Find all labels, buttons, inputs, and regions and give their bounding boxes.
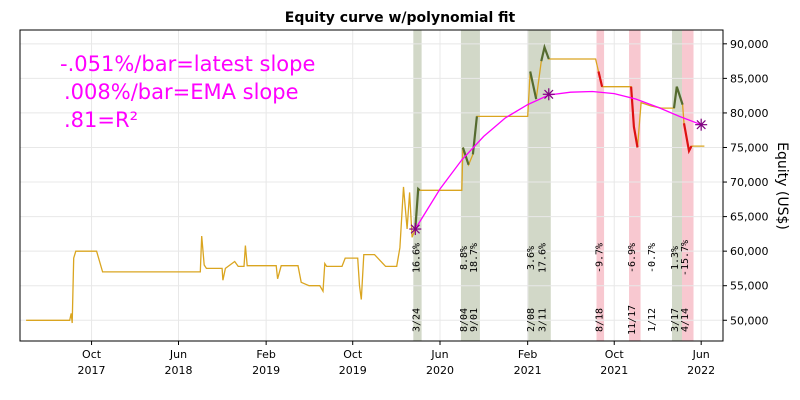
gain-segment <box>672 86 684 109</box>
trade-date-label: 11/17 <box>627 305 638 335</box>
trade-date-label: 2/08 <box>526 308 537 332</box>
trade-band-loss <box>629 30 641 341</box>
y-tick-label: 80,000 <box>730 107 769 120</box>
x-tick-year-label: 2019 <box>252 364 280 377</box>
annotation-r-squared: .81=R² <box>64 108 138 132</box>
trade-date-label: 1/12 <box>647 308 658 332</box>
plot-frame <box>19 29 724 342</box>
trade-band-gain <box>539 30 551 341</box>
loss-segment <box>630 86 639 148</box>
fit-marker <box>409 223 422 236</box>
fit-marker <box>542 88 555 101</box>
trade-labels: 3/24 16.6% 8/04 8.8% 9/01 18.7% 2/08 3.6% 3/11 17… <box>411 240 691 335</box>
chart-title: Equity curve w/polynomial fit <box>285 10 516 26</box>
x-tick-label: Jun <box>169 348 187 361</box>
trade-band-loss <box>596 30 605 341</box>
plot-lines <box>26 43 705 324</box>
trade-date-label: 4/14 <box>680 308 691 332</box>
x-tick-year-label: 2019 <box>339 364 367 377</box>
x-axis: Oct 2017 Jun 2018 Feb 2019 Oct 2019 Jun 2020 Feb 20… <box>78 341 715 377</box>
fit-marker <box>695 118 708 131</box>
x-tick-label: Oct <box>343 348 363 361</box>
x-tick-label: Feb <box>518 348 537 361</box>
trade-pct-label: 8.8% <box>459 246 470 270</box>
trade-pct-label: 3.6% <box>526 246 537 270</box>
trade-date-label: 3/17 <box>670 308 681 332</box>
y-axis: 50,000 55,000 60,000 65,000 70,000 75,000 80,0… <box>723 38 769 327</box>
y-tick-label: 55,000 <box>730 280 769 293</box>
trade-band-loss <box>682 30 694 341</box>
annotation-ema-slope: .008%/bar=EMA slope <box>64 80 299 104</box>
x-tick-year-label: 2021 <box>514 364 542 377</box>
loss-segment <box>597 71 604 87</box>
loss-segment <box>682 123 693 155</box>
trade-date-label: 8/04 <box>459 308 470 332</box>
x-tick-label: Feb <box>256 348 275 361</box>
x-tick-label: Jun <box>430 348 448 361</box>
trade-pct-label: -9.7% <box>594 243 605 273</box>
y-tick-label: 90,000 <box>730 38 769 51</box>
trade-date-label: 9/01 <box>469 308 480 332</box>
trade-pct-label: -15.7% <box>680 240 691 276</box>
trade-pct-label: 16.6% <box>411 243 422 273</box>
y-axis-label: Equity (US$) <box>774 142 790 230</box>
x-tick-label: Oct <box>605 348 625 361</box>
x-tick-year-label: 2017 <box>78 364 106 377</box>
y-tick-label: 60,000 <box>730 245 769 258</box>
trade-band-gain <box>460 30 473 341</box>
x-tick-label: Oct <box>82 348 102 361</box>
trade-pct-label: 18.7% <box>469 243 480 273</box>
y-tick-label: 65,000 <box>730 211 769 224</box>
fit-markers <box>409 88 708 236</box>
trade-pct-label: 1.3% <box>670 246 681 270</box>
polynomial-fit-line <box>414 90 702 230</box>
trade-pct-label: -6.9% <box>627 243 638 273</box>
y-tick-label: 50,000 <box>730 314 769 327</box>
gain-segment <box>414 186 421 230</box>
trade-date-label: 3/11 <box>537 308 548 332</box>
trade-pct-label: -0.7% <box>647 243 658 273</box>
trade-date-label: 8/18 <box>594 308 605 332</box>
y-tick-label: 75,000 <box>730 141 769 154</box>
x-tick-label: Jun <box>692 348 710 361</box>
x-tick-year-label: 2021 <box>600 364 628 377</box>
trade-band-gain <box>413 30 422 341</box>
annotation-latest-slope: -.051%/bar=latest slope <box>60 52 315 76</box>
x-tick-year-label: 2018 <box>164 364 192 377</box>
x-tick-year-label: 2022 <box>687 364 715 377</box>
x-tick-year-label: 2020 <box>426 364 454 377</box>
trade-band-gain <box>470 30 480 341</box>
trade-bands <box>413 30 694 341</box>
trade-pct-label: 17.6% <box>537 243 548 273</box>
trade-date-label: 3/24 <box>411 308 422 332</box>
equity-line <box>26 45 705 324</box>
y-tick-label: 70,000 <box>730 176 769 189</box>
trade-band-gain <box>528 30 540 341</box>
gain-segment <box>540 43 550 62</box>
y-tick-label: 85,000 <box>730 72 769 85</box>
grid <box>20 30 723 341</box>
gain-segment <box>529 71 538 100</box>
